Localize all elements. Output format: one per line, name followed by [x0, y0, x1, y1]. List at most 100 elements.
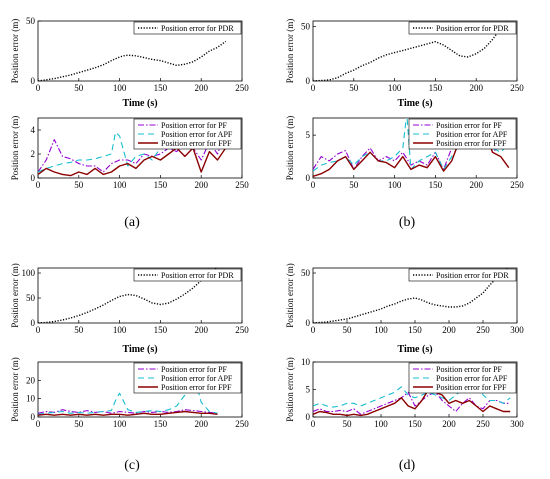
series-line-apf — [313, 366, 511, 408]
panel-label: (c) — [124, 458, 140, 473]
x-tick-label: 50 — [74, 180, 84, 190]
panel-label: (b) — [399, 215, 416, 230]
x-tick-label: 0 — [311, 180, 316, 190]
x-tick-label: 250 — [476, 325, 490, 335]
x-tick-label: 200 — [469, 180, 483, 190]
y-tick-label: 20 — [26, 375, 36, 385]
legend-label: Position error for APF — [161, 374, 233, 383]
y-axis-label: Position error (m) — [10, 263, 20, 328]
y-tick-label: 0 — [31, 173, 36, 183]
x-tick-label: 0 — [36, 325, 41, 335]
x-axis-label: Time (s) — [397, 98, 432, 109]
legend-label: Position error for APF — [161, 130, 233, 139]
x-tick-label: 200 — [194, 419, 208, 429]
y-axis-label: Position error (m) — [10, 19, 20, 84]
x-tick-label: 50 — [74, 419, 84, 429]
x-tick-label: 200 — [194, 180, 208, 190]
series-line-pdr — [38, 40, 227, 81]
y-tick-label: 2 — [31, 149, 36, 159]
x-tick-label: 250 — [235, 419, 249, 429]
y-axis-label: Position error (m) — [285, 263, 295, 328]
y-tick-label: 0 — [31, 412, 36, 422]
x-tick-label: 50 — [349, 83, 359, 93]
x-tick-label: 0 — [36, 419, 41, 429]
legend-label: Position error for PDR — [436, 24, 509, 33]
x-tick-label: 0 — [311, 325, 316, 335]
plot-frame — [37, 267, 243, 324]
x-tick-label: 100 — [388, 83, 402, 93]
x-tick-label: 200 — [194, 83, 208, 93]
series-line-fpf — [38, 410, 218, 416]
x-tick-label: 250 — [510, 180, 524, 190]
series-line-pdr — [38, 268, 218, 323]
x-axis-label: Time (s) — [122, 98, 157, 109]
legend: Position error for PDR — [408, 21, 517, 35]
subplot-2-top: 0 50 0 50 100 150 200 250 Position error (m) Posi… — [285, 19, 524, 93]
x-tick-label: 50 — [343, 325, 353, 335]
series-group — [38, 123, 227, 177]
y-tick-label: 50 — [301, 268, 311, 278]
series-line-pf — [313, 391, 511, 415]
x-tick-label: 0 — [311, 419, 316, 429]
series-line-apf — [38, 123, 226, 173]
x-tick-label: 0 — [36, 83, 41, 93]
series-group — [313, 268, 508, 323]
x-tick-label: 150 — [408, 419, 422, 429]
legend-label: Position error for APF — [436, 130, 508, 139]
x-tick-label: 250 — [235, 83, 249, 93]
y-tick-label: 4 — [31, 125, 36, 135]
legend: Position error for PDR — [408, 268, 517, 282]
plot-frame — [37, 20, 243, 82]
x-axis-label: Time (s) — [122, 344, 157, 355]
panel-label: (a) — [124, 215, 140, 230]
x-tick-label: 150 — [408, 325, 422, 335]
x-tick-label: 50 — [343, 419, 353, 429]
x-tick-label: 150 — [154, 325, 168, 335]
y-tick-label: 0 — [306, 318, 311, 328]
y-tick-label: 0 — [31, 76, 36, 86]
subplot-3-top: 0 50 100 0 50 100 150 200 250 Position error (m) P… — [10, 263, 249, 335]
series-group — [38, 268, 218, 323]
x-tick-label: 150 — [154, 83, 168, 93]
y-tick-label: 10 — [26, 394, 36, 404]
y-tick-label: 0 — [306, 76, 311, 86]
y-tick-label: 5 — [306, 385, 311, 395]
x-tick-label: 200 — [442, 419, 456, 429]
x-tick-label: 250 — [510, 83, 524, 93]
x-tick-label: 250 — [476, 419, 490, 429]
y-tick-label: 50 — [26, 16, 36, 26]
y-tick-label: 100 — [22, 268, 36, 278]
legend-box — [133, 21, 242, 35]
panel-label: (d) — [399, 458, 416, 473]
series-group — [38, 40, 227, 81]
y-axis-label: Position error (m) — [10, 116, 20, 181]
x-tick-label: 50 — [349, 180, 359, 190]
y-tick-label: 0 — [306, 173, 311, 183]
legend-label: Position error for FPF — [436, 139, 507, 148]
legend-label: Position error for FPF — [161, 383, 232, 392]
series-group — [313, 366, 511, 417]
series-line-pdr — [313, 268, 508, 323]
legend-label: Position error for PDR — [436, 271, 509, 280]
series-line-pf — [38, 409, 218, 414]
x-tick-label: 100 — [113, 83, 127, 93]
subplot-1-top: 0 50 0 50 100 150 200 250 Position error (m) Posi… — [10, 16, 249, 93]
x-tick-label: 150 — [429, 180, 443, 190]
legend-label: Position error for PDR — [161, 271, 234, 280]
series-line-pdr — [313, 21, 509, 81]
legend-label: Position error for PF — [161, 121, 228, 130]
y-tick-label: 10 — [301, 357, 311, 367]
x-tick-label: 200 — [469, 83, 483, 93]
x-tick-label: 200 — [442, 325, 456, 335]
plot-frame — [37, 117, 243, 179]
series-group — [313, 21, 509, 81]
legend-label: Position error for PF — [436, 365, 503, 374]
series-line-fpf — [313, 388, 511, 417]
x-tick-label: 100 — [113, 180, 127, 190]
y-tick-label: 0 — [31, 318, 36, 328]
legend-label: Position error for PF — [436, 121, 503, 130]
x-tick-label: 150 — [429, 83, 443, 93]
